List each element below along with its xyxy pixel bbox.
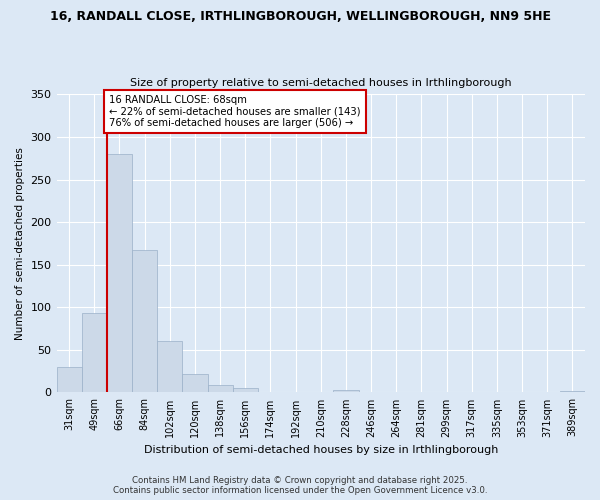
Text: Contains HM Land Registry data © Crown copyright and database right 2025.
Contai: Contains HM Land Registry data © Crown c… bbox=[113, 476, 487, 495]
Y-axis label: Number of semi-detached properties: Number of semi-detached properties bbox=[15, 147, 25, 340]
Bar bbox=[334, 390, 359, 392]
Bar bbox=[82, 313, 107, 392]
Text: 16, RANDALL CLOSE, IRTHLINGBOROUGH, WELLINGBOROUGH, NN9 5HE: 16, RANDALL CLOSE, IRTHLINGBOROUGH, WELL… bbox=[49, 10, 551, 23]
Bar bbox=[56, 367, 82, 392]
Bar bbox=[132, 250, 157, 392]
Text: 16 RANDALL CLOSE: 68sqm
← 22% of semi-detached houses are smaller (143)
76% of s: 16 RANDALL CLOSE: 68sqm ← 22% of semi-de… bbox=[109, 95, 361, 128]
Bar bbox=[233, 388, 258, 392]
Bar bbox=[107, 154, 132, 392]
Bar bbox=[157, 342, 182, 392]
X-axis label: Distribution of semi-detached houses by size in Irthlingborough: Distribution of semi-detached houses by … bbox=[143, 445, 498, 455]
Bar bbox=[208, 385, 233, 392]
Bar bbox=[182, 374, 208, 392]
Title: Size of property relative to semi-detached houses in Irthlingborough: Size of property relative to semi-detach… bbox=[130, 78, 512, 88]
Bar bbox=[560, 390, 585, 392]
